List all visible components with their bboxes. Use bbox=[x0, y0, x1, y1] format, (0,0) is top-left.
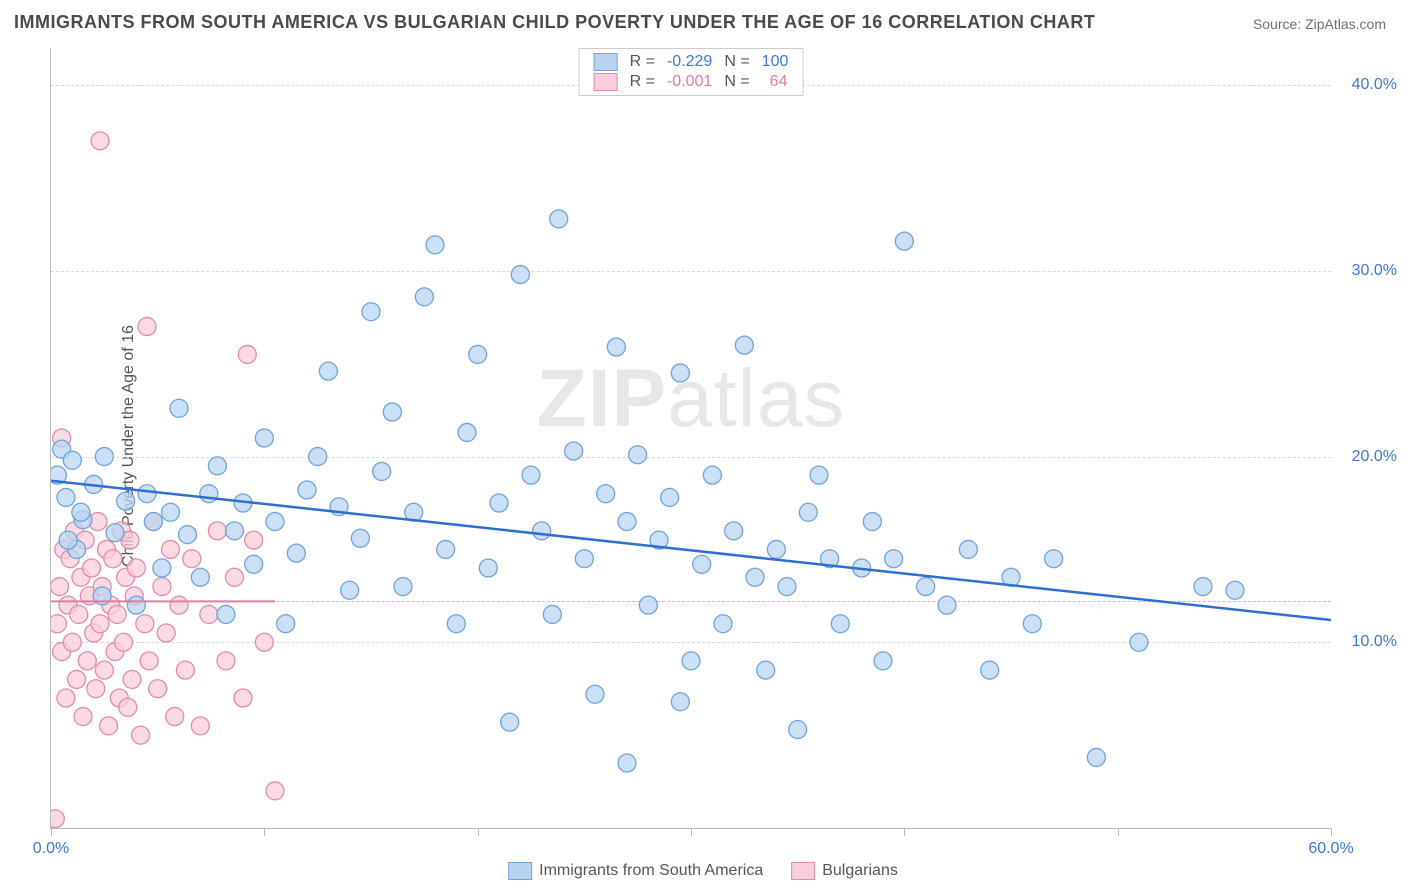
source-link[interactable]: ZipAtlas.com bbox=[1305, 16, 1386, 32]
swatch-pink bbox=[594, 73, 618, 91]
x-tick-label: 0.0% bbox=[33, 840, 69, 858]
chart-title: IMMIGRANTS FROM SOUTH AMERICA VS BULGARI… bbox=[14, 12, 1095, 33]
scatter-svg bbox=[51, 48, 1331, 828]
legend-item-blue: Immigrants from South America bbox=[508, 862, 763, 880]
y-tick-label: 20.0% bbox=[1341, 448, 1397, 466]
x-tick bbox=[264, 828, 265, 836]
legend-label-pink: Bulgarians bbox=[822, 862, 898, 880]
legend-item-pink: Bulgarians bbox=[791, 862, 898, 880]
x-tick bbox=[478, 828, 479, 836]
correlation-legend: R = -0.229 N = 100 R = -0.001 N = 64 bbox=[579, 48, 804, 96]
n-value-pink: 64 bbox=[756, 72, 795, 92]
r-label: R = bbox=[624, 72, 661, 92]
legend-row-pink: R = -0.001 N = 64 bbox=[588, 72, 795, 92]
r-value-blue: -0.229 bbox=[661, 52, 718, 72]
source-prefix: Source: bbox=[1253, 16, 1305, 32]
x-tick bbox=[51, 828, 52, 836]
source-attribution: Source: ZipAtlas.com bbox=[1253, 16, 1386, 32]
n-label: N = bbox=[718, 52, 755, 72]
x-tick bbox=[1118, 828, 1119, 836]
y-tick-label: 10.0% bbox=[1341, 633, 1397, 651]
r-label: R = bbox=[624, 52, 661, 72]
chart-plot-area: ZIPatlas R = -0.229 N = 100 R = -0.001 N… bbox=[50, 48, 1331, 829]
r-value-pink: -0.001 bbox=[661, 72, 718, 92]
series-legend: Immigrants from South America Bulgarians bbox=[508, 862, 898, 880]
swatch-blue bbox=[594, 53, 618, 71]
x-tick bbox=[1331, 828, 1332, 836]
x-tick-label: 60.0% bbox=[1308, 840, 1353, 858]
swatch-blue-icon bbox=[508, 862, 532, 880]
swatch-pink-icon bbox=[791, 862, 815, 880]
x-tick bbox=[691, 828, 692, 836]
y-tick-label: 30.0% bbox=[1341, 262, 1397, 280]
legend-label-blue: Immigrants from South America bbox=[539, 862, 763, 880]
x-tick bbox=[904, 828, 905, 836]
n-label: N = bbox=[718, 72, 755, 92]
y-tick-label: 40.0% bbox=[1341, 76, 1397, 94]
n-value-blue: 100 bbox=[756, 52, 795, 72]
legend-row-blue: R = -0.229 N = 100 bbox=[588, 52, 795, 72]
